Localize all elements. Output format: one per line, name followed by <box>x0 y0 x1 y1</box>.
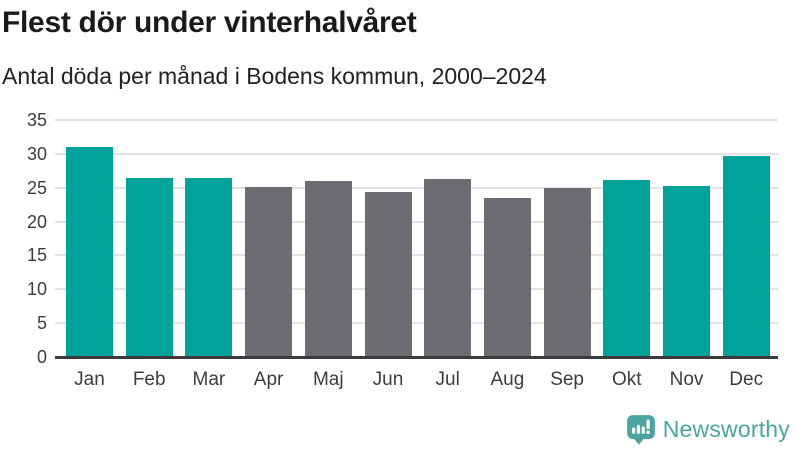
y-tick-label-35: 35 <box>26 110 47 130</box>
y-tick-label-15: 15 <box>26 245 47 266</box>
chart-title: Flest dör under vinterhalvåret <box>2 6 417 39</box>
gridline-35 <box>55 119 778 121</box>
newsworthy-branding: Newsworthy <box>626 414 790 445</box>
bar-maj <box>304 180 352 357</box>
y-tick-label-5: 5 <box>36 313 47 334</box>
y-tick-label-25: 25 <box>26 177 47 198</box>
gridline-25 <box>55 186 778 189</box>
bar-okt <box>603 179 651 357</box>
x-tick-label-aug: Aug <box>490 369 525 390</box>
gridline-20 <box>55 220 778 223</box>
gridline-15 <box>55 254 778 257</box>
gridline-5 <box>55 322 778 325</box>
bar-feb <box>125 177 173 357</box>
x-tick-label-dec: Dec <box>729 369 764 390</box>
newsworthy-logo-icon <box>626 415 655 445</box>
x-tick-label-nov: Nov <box>669 369 704 390</box>
x-tick-label-jun: Jun <box>372 369 404 390</box>
x-tick-label-mar: Mar <box>192 369 226 390</box>
x-tick-label-jul: Jul <box>435 369 460 390</box>
x-axis-line <box>55 356 778 359</box>
bar-jun <box>364 191 412 357</box>
bar-nov <box>663 185 710 357</box>
x-tick-label-maj: Maj <box>312 369 344 390</box>
bar-sep <box>543 187 591 357</box>
y-tick-label-30: 30 <box>26 143 47 164</box>
y-tick-label-0: 0 <box>36 347 47 367</box>
x-tick-label-jan: Jan <box>74 369 105 390</box>
gridline-10 <box>55 288 778 291</box>
bar-dec <box>722 155 770 357</box>
y-tick-label-10: 10 <box>26 279 47 300</box>
gridline-30 <box>55 152 778 155</box>
x-tick-label-feb: Feb <box>132 369 166 390</box>
newsworthy-wordmark: Newsworthy <box>662 416 790 442</box>
chart-subtitle: Antal döda per månad i Bodens kommun, 20… <box>2 63 547 89</box>
bar-jul <box>424 178 472 357</box>
x-tick-label-apr: Apr <box>253 369 284 390</box>
x-tick-label-sep: Sep <box>550 369 584 390</box>
bar-mar <box>185 177 233 357</box>
x-tick-label-okt: Okt <box>612 369 642 390</box>
bar-apr <box>245 187 293 357</box>
bar-aug <box>483 197 531 357</box>
bar-jan <box>66 147 113 357</box>
y-tick-label-20: 20 <box>26 211 47 232</box>
